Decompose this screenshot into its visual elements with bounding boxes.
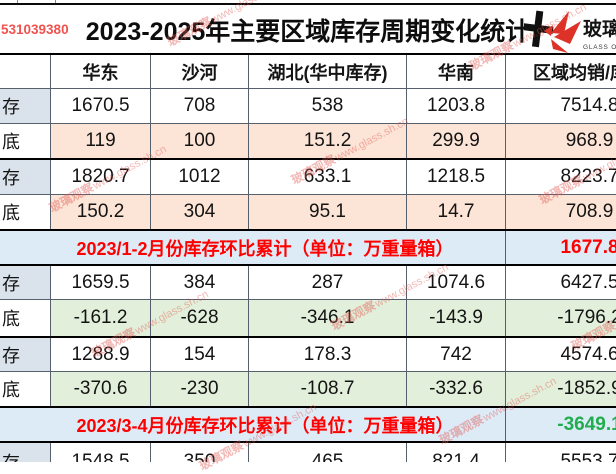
cell: -161.2 (50, 300, 150, 336)
summary-row-mar-apr: 2023/3-4月份库存环比累计（单位：万重量箱） -3649.1 (0, 406, 616, 441)
row-label: 存 (0, 338, 50, 371)
cell: -332.6 (406, 372, 505, 406)
table-row: 底 119 100 151.2 299.9 968.9 (0, 123, 616, 158)
cell: 287 (248, 266, 406, 299)
row-label: 存 (0, 443, 50, 462)
logo-latin-text: GLASS OBSERVAT (583, 44, 616, 51)
table-row: 底 -370.6 -230 -108.7 -332.6 -1852.9 (0, 371, 616, 406)
cell: 1659.5 (50, 266, 150, 299)
cell: -628 (150, 300, 248, 336)
cell: 384 (150, 266, 248, 299)
cell: 821.4 (406, 443, 505, 462)
grid-tick (55, 0, 56, 3)
cell: 1012 (150, 160, 248, 194)
cell: 7514.8 (505, 89, 616, 123)
table-row: 存 1820.7 1012 633.1 1218.5 8223.7 (0, 158, 616, 194)
cell: 1548.5 (50, 443, 150, 462)
cell: -1796.2 (505, 300, 616, 336)
table-row: 存 1670.5 708 538 1203.8 7514.8 (0, 88, 616, 123)
cell: 6427.5 (505, 266, 616, 299)
cell: 465 (248, 443, 406, 462)
cell: 350 (150, 443, 248, 462)
title-band: 531039380 2023-2025年主要区域库存周期变化统计 玻璃观察 GL… (0, 5, 616, 53)
cell: 1203.8 (406, 89, 505, 123)
cell: 4574.6 (505, 338, 616, 371)
row-label: 底 (0, 195, 50, 229)
cell: 1288.9 (50, 338, 150, 371)
cell: 95.1 (248, 195, 406, 229)
logo-cjk-text: 玻璃观察 (583, 17, 616, 40)
summary-label: 2023/1-2月份库存环比累计（单位：万重量箱） (76, 238, 454, 259)
cell: 299.9 (406, 124, 505, 158)
col-header-huanan: 华南 (406, 55, 505, 88)
logo-bird-icon (544, 11, 581, 53)
page-title: 2023-2025年主要区域库存周期变化统计 (85, 18, 531, 46)
top-border-line (0, 3, 616, 5)
cell: 1820.7 (50, 160, 150, 194)
col-header-regional-avg: 区域均销/库存 (505, 55, 616, 88)
table-header-row: 华东 沙河 湖北(华中库存) 华南 区域均销/库存 (0, 53, 616, 88)
row-label: 底 (0, 372, 50, 406)
row-label: 存 (0, 160, 50, 194)
col-header-huadong: 华东 (50, 55, 150, 88)
table-row: 底 -161.2 -628 -346.1 -143.9 -1796.2 (0, 299, 616, 336)
header-label-cell (0, 55, 50, 88)
cell: 5553.7 (505, 443, 616, 462)
cell: 1218.5 (406, 160, 505, 194)
col-header-shahe: 沙河 (150, 55, 248, 88)
cell: -346.1 (248, 300, 406, 336)
top-cut-row-strip (0, 0, 616, 3)
cell: 150.2 (50, 195, 150, 229)
cell: 178.3 (248, 338, 406, 371)
col-header-hubei: 湖北(华中库存) (248, 55, 406, 88)
cell: 14.7 (406, 195, 505, 229)
cell: 742 (406, 338, 505, 371)
row-label: 存 (0, 266, 50, 299)
cell: -230 (150, 372, 248, 406)
summary-label: 2023/3-4月份库存环比累计（单位：万重量箱） (76, 415, 454, 436)
summary-row-jan-feb: 2023/1-2月份库存环比累计（单位：万重量箱） 1677.8 (0, 229, 616, 264)
glass-observer-logo: 玻璃观察 GLASS OBSERVAT (524, 10, 616, 53)
inventory-table: 华东 沙河 湖北(华中库存) 华南 区域均销/库存 存 1670.5 708 5… (0, 53, 616, 462)
cell: -370.6 (50, 372, 150, 406)
cell: 1670.5 (50, 89, 150, 123)
summary-total: -3649.1 (505, 408, 616, 441)
row-label: 存 (0, 89, 50, 123)
cell: -108.7 (248, 372, 406, 406)
table-row: 存 1548.5 350 465 821.4 5553.7 (0, 441, 616, 462)
grid-tick (17, 0, 18, 3)
watermark-id-number: 531039380 (1, 22, 69, 37)
cell: 538 (248, 89, 406, 123)
row-label: 底 (0, 300, 50, 336)
cell: 708 (150, 89, 248, 123)
cell: -143.9 (406, 300, 505, 336)
cell: 633.1 (248, 160, 406, 194)
cell: 304 (150, 195, 248, 229)
table-row: 存 1288.9 154 178.3 742 4574.6 (0, 336, 616, 371)
cell: 708.9 (505, 195, 616, 229)
cell: 151.2 (248, 124, 406, 158)
cell: 119 (50, 124, 150, 158)
cell: 1074.6 (406, 266, 505, 299)
table-row: 存 1659.5 384 287 1074.6 6427.5 (0, 264, 616, 299)
cell: 100 (150, 124, 248, 158)
summary-total: 1677.8 (505, 231, 616, 264)
row-label: 底 (0, 124, 50, 158)
cell: 154 (150, 338, 248, 371)
table-row: 底 150.2 304 95.1 14.7 708.9 (0, 194, 616, 229)
cell: -1852.9 (505, 372, 616, 406)
cell: 968.9 (505, 124, 616, 158)
cell: 8223.7 (505, 160, 616, 194)
